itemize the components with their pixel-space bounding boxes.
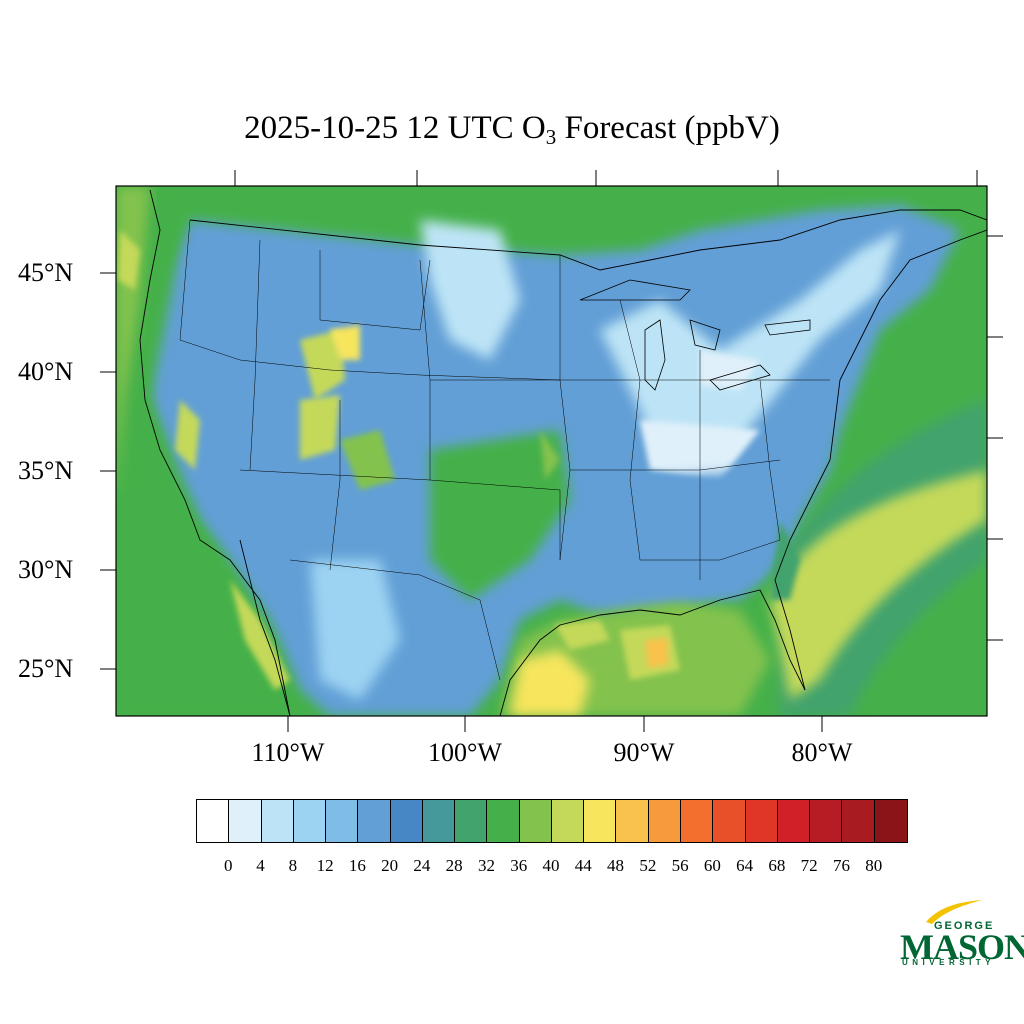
colorbar-tick-label: 20 (381, 856, 399, 875)
lon-label-80w: 80°W (791, 738, 853, 767)
colorbar-swatch (713, 800, 746, 842)
map-frame (115, 185, 988, 717)
state-borders (179, 219, 830, 681)
colorbar-tick-label: 12 (316, 856, 334, 875)
colorbar-swatch (745, 800, 778, 842)
lon-label-90w: 90°W (613, 738, 675, 767)
colorbar-swatch (551, 800, 585, 842)
colorbar-tick-label: 16 (348, 856, 366, 875)
colorbar-tick-label: 44 (574, 856, 592, 875)
colorbar-tick-label: 52 (639, 856, 657, 875)
coastlines (139, 189, 987, 716)
colorbar-swatch (326, 800, 359, 842)
colorbar-swatch (197, 800, 230, 842)
colorbar-swatch (422, 800, 456, 842)
colorbar-tick-label: 8 (288, 856, 298, 875)
lon-label-100w: 100°W (428, 738, 502, 767)
colorbar-tick-label: 36 (510, 856, 528, 875)
right-ticks (987, 235, 1003, 641)
colorbar-swatch (390, 800, 423, 842)
colorbar-tick-label: 32 (477, 856, 495, 875)
lat-label-35n: 35°N (18, 456, 74, 485)
colorbar-swatch (487, 800, 520, 842)
colorbar-swatch (229, 800, 262, 842)
map-title: 2025-10-25 12 UTC O3 Forecast (ppbV) (244, 110, 780, 149)
bottom-ticks (287, 716, 823, 732)
ozone-field (116, 186, 987, 716)
colorbar-tick-label: 40 (542, 856, 560, 875)
great-lakes (579, 279, 811, 391)
top-ticks (234, 170, 978, 186)
lat-label-40n: 40°N (18, 357, 74, 386)
colorbar-swatch (358, 800, 391, 842)
colorbar-tick-label: 76 (832, 856, 850, 875)
colorbar-swatch (777, 800, 811, 842)
colorbar-swatch (810, 800, 843, 842)
logo-mason-text: MASON (900, 927, 1024, 967)
colorbar-tick-label: 80 (865, 856, 883, 875)
colorbar-swatch (584, 800, 617, 842)
lon-label-110w: 110°W (251, 738, 325, 767)
colorbar-tick-label: 4 (256, 856, 265, 875)
colorbar-tick-label: 60 (703, 856, 721, 875)
colorbar-swatch (680, 800, 714, 842)
colorbar-swatch (874, 800, 907, 842)
colorbar-tick-label: 48 (607, 856, 625, 875)
colorbar (196, 799, 908, 843)
colorbar-swatch (842, 800, 875, 842)
logo-george-text: GEORGE (934, 920, 995, 932)
logo-university-text: UNIVERSITY (902, 958, 996, 967)
colorbar-tick-label: 72 (800, 856, 818, 875)
colorbar-tick-label: 64 (736, 856, 754, 875)
colorbar-tick-label: 68 (768, 856, 786, 875)
lat-label-30n: 30°N (18, 555, 74, 584)
colorbar-swatch (455, 800, 488, 842)
colorbar-tick-label: 28 (445, 856, 463, 875)
colorbar-swatch (616, 800, 649, 842)
left-ticks (100, 272, 116, 670)
lat-label-25n: 25°N (18, 654, 74, 683)
colorbar-tick-label: 0 (224, 856, 233, 875)
colorbar-swatch (261, 800, 294, 842)
logo-swoosh-icon (926, 900, 982, 924)
george-mason-logo: GEORGE MASON UNIVERSITY (898, 898, 1024, 968)
colorbar-swatch (519, 800, 552, 842)
colorbar-swatch (293, 800, 327, 842)
colorbar-swatch (648, 800, 681, 842)
colorbar-tick-label: 56 (671, 856, 689, 875)
lat-label-45n: 45°N (18, 258, 74, 287)
colorbar-tick-label: 24 (413, 856, 431, 875)
